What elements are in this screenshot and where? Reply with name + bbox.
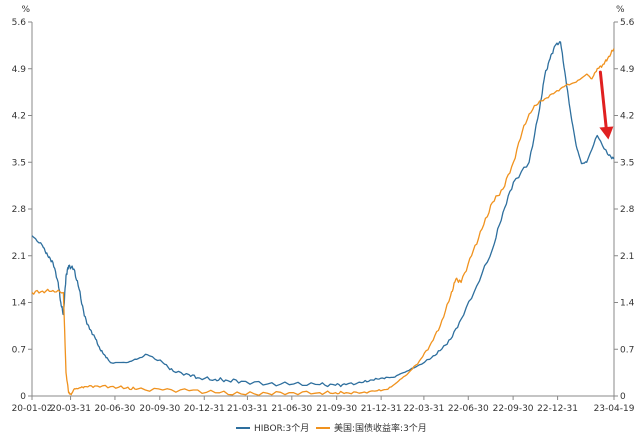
x-tick-label: 21-03-31 — [227, 404, 268, 414]
y-tick-right-label: 4.9 — [620, 65, 635, 75]
legend: HIBOR:3个月 美国:国债收益率:3个月 — [236, 422, 427, 434]
x-tick-label: 20-06-30 — [95, 404, 136, 414]
series-group — [31, 41, 615, 396]
x-tick-label: 20-09-30 — [139, 404, 180, 414]
y-tick-right-label: 0.7 — [620, 345, 634, 355]
x-tick-label: 23-04-19 — [594, 404, 635, 414]
y-tick-right-label: 1.4 — [620, 299, 635, 309]
x-tick-label: 21-09-30 — [316, 404, 357, 414]
y-tick-left-label: 4.2 — [12, 112, 26, 122]
series-line-1 — [31, 48, 615, 396]
y-tick-right-label: 5.6 — [620, 18, 635, 28]
legend-label-0: HIBOR:3个月 — [254, 423, 309, 434]
y-tick-right-label: 2.8 — [620, 205, 635, 215]
axes: % % 0 0 0.7 0.7 1.4 1.4 2.1 2.1 2.8 2.8 3.5 3.5 4.2 4.2… — [12, 5, 635, 414]
series-line-0 — [31, 41, 615, 388]
x-tick-label: 21-06-30 — [271, 404, 312, 414]
x-tick-label: 22-03-31 — [403, 404, 444, 414]
y-tick-left-label: 4.9 — [12, 65, 27, 75]
legend-label-1: 美国:国债收益率:3个月 — [334, 422, 427, 434]
x-tick-label: 21-12-31 — [361, 404, 402, 414]
y-tick-left-label: 2.1 — [12, 252, 26, 262]
red-arrow-shaft — [598, 70, 608, 132]
y-unit-left: % — [21, 5, 30, 15]
y-tick-left-label: 1.4 — [12, 299, 27, 309]
y-tick-right-label: 3.5 — [620, 158, 634, 168]
x-tick-label: 20-01-02 — [12, 404, 53, 414]
red-arrow-head — [599, 126, 614, 140]
y-tick-right-label: 4.2 — [620, 112, 634, 122]
y-tick-left-label: 3.5 — [12, 158, 26, 168]
x-tick-label: 22-12-31 — [537, 404, 578, 414]
x-tick-label: 20-12-31 — [184, 404, 225, 414]
annotation-group — [598, 70, 614, 140]
x-tick-label: 22-09-30 — [493, 404, 534, 414]
y-tick-left-label: 2.8 — [12, 205, 27, 215]
y-tick-left-label: 0 — [20, 392, 26, 402]
x-tick-label: 22-06-30 — [448, 404, 489, 414]
x-tick-label: 20-03-31 — [50, 404, 91, 414]
y-tick-right-label: 0 — [620, 392, 626, 402]
y-tick-left-label: 0.7 — [12, 345, 26, 355]
y-tick-left-label: 5.6 — [12, 18, 27, 28]
y-unit-right: % — [616, 5, 625, 15]
y-tick-right-label: 2.1 — [620, 252, 634, 262]
